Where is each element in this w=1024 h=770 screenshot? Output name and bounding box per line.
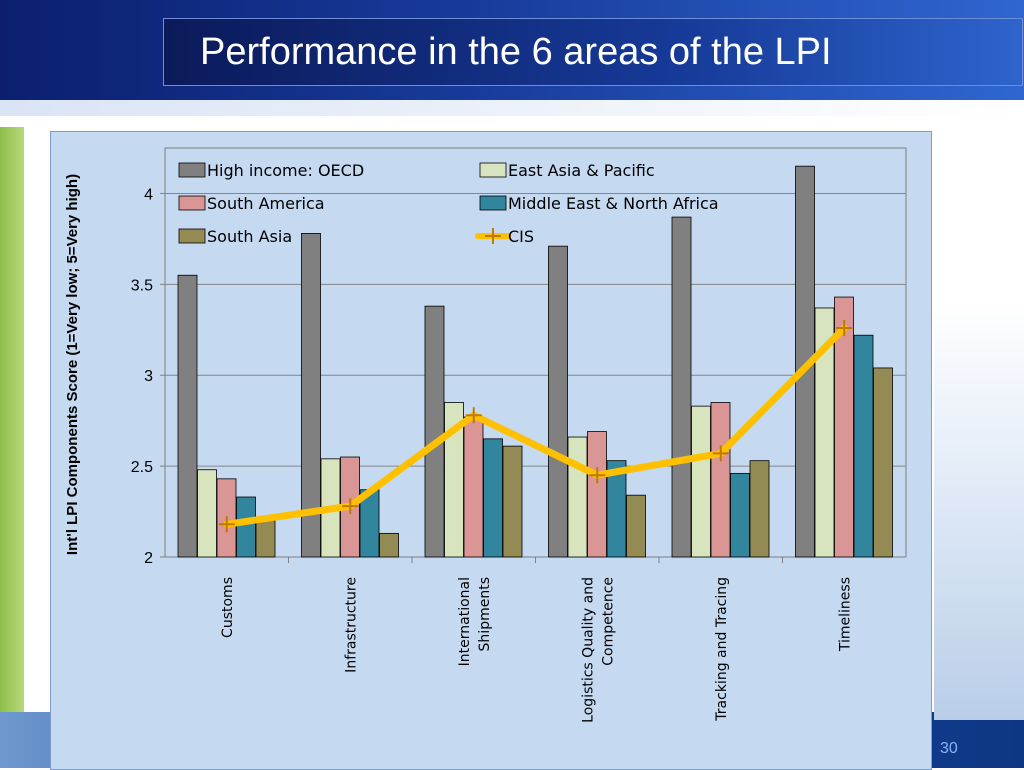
y-axis-title: Int'l LPI Components Score (1=Very low; … [64, 174, 81, 555]
bar-south-america [834, 296, 854, 558]
page-number: 30 [940, 740, 958, 757]
right-decoration [934, 300, 1024, 720]
line-cis [223, 324, 848, 528]
legend-label: CIS [508, 227, 534, 246]
y-tick-label: 3.5 [131, 277, 153, 294]
bar-high-income-oecd [424, 305, 445, 558]
legend-swatch [178, 195, 206, 211]
y-tick-label: 2 [144, 550, 153, 567]
y-tick-label: 2.5 [131, 459, 153, 476]
plot-area [164, 147, 907, 558]
bar-high-income-oecd [301, 233, 321, 558]
bar-middle-east-north-africa [483, 438, 503, 558]
bar-middle-east-north-africa [730, 472, 750, 558]
category-label: Competence [600, 577, 616, 666]
legend-label: South Asia [207, 227, 292, 246]
lpi-chart: 2 2.5 3 3.5 4 Int'l LPI Components Score (1=V… [64, 147, 907, 723]
chart-panel: 2 2.5 3 3.5 4 Int'l LPI Components Score (1=V… [50, 131, 932, 770]
bar-south-america [463, 416, 484, 558]
legend-label: East Asia & Pacific [508, 161, 655, 180]
header-underline [0, 100, 1024, 116]
bar-south-asia [749, 460, 770, 558]
category-label: Tracking and Tracing [714, 577, 730, 722]
bar-east-asia-pacific [567, 436, 588, 558]
bar-south-asia [255, 520, 276, 558]
legend-label: South America [207, 194, 325, 213]
bar-south-asia [502, 445, 523, 558]
category-label: Timeliness [837, 577, 853, 652]
legend-label: High income: OECD [207, 161, 364, 180]
category-label: Shipments [477, 577, 493, 651]
bar-east-asia-pacific [814, 307, 835, 558]
slide-title: Performance in the 6 areas of the LPI [200, 31, 832, 73]
bar-middle-east-north-africa [236, 496, 256, 558]
category-label: International [457, 577, 473, 666]
y-tick-label: 3 [144, 368, 153, 385]
category-label: Infrastructure [343, 577, 359, 673]
bar-east-asia-pacific [444, 402, 464, 558]
left-accent-bar [0, 127, 24, 768]
bar-south-asia [873, 367, 893, 558]
legend-swatch [178, 162, 206, 178]
legend-swatch [178, 228, 206, 244]
bar-high-income-oecd [177, 274, 198, 558]
title-box: Performance in the 6 areas of the LPI [163, 18, 1023, 86]
bar-east-asia-pacific [691, 405, 711, 558]
bar-south-asia [379, 532, 399, 558]
y-tick-label: 4 [144, 186, 153, 203]
legend-swatch [479, 195, 507, 211]
bar-south-asia [626, 494, 646, 558]
bar-south-america [710, 402, 731, 558]
bar-east-asia-pacific [197, 469, 217, 558]
bar-south-america [587, 431, 607, 558]
legend-swatch [479, 162, 507, 178]
category-label: Customs [220, 577, 236, 638]
category-label: Logistics Quality and [580, 577, 596, 723]
legend-label: Middle East & North Africa [508, 194, 719, 213]
bar-middle-east-north-africa [853, 334, 874, 558]
bar-high-income-oecd [671, 216, 692, 558]
bar-high-income-oecd [548, 245, 568, 558]
bar-middle-east-north-africa [606, 460, 627, 558]
